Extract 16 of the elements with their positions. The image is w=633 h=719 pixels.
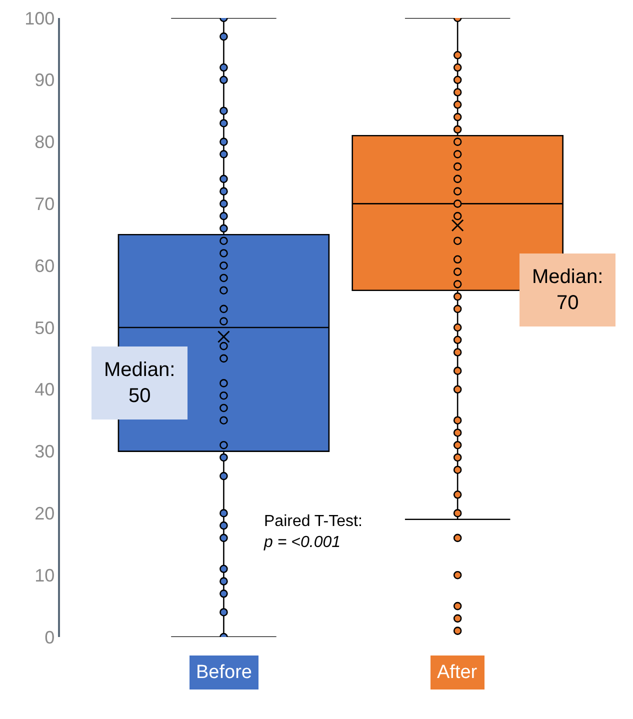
annotation: Median: 50 xyxy=(104,359,176,407)
x-tick-label: Before xyxy=(196,662,252,683)
y-tick-label: 80 xyxy=(34,132,55,152)
annotation: Median: 70 xyxy=(532,266,604,314)
y-tick-label: 60 xyxy=(34,256,55,276)
y-tick-label: 90 xyxy=(34,70,55,90)
y-tick-label: 100 xyxy=(24,8,55,28)
y-tick-label: 10 xyxy=(34,565,55,586)
y-tick-label: 70 xyxy=(34,194,55,214)
y-tick-label: 20 xyxy=(34,504,55,524)
x-tick-label: After xyxy=(437,662,478,683)
y-tick-label: 0 xyxy=(44,627,55,648)
y-tick-label: 50 xyxy=(34,318,55,338)
y-tick-label: 40 xyxy=(34,380,55,400)
annotation: Paired T-Test: p = <0.001 xyxy=(263,513,362,551)
y-tick-label: 30 xyxy=(34,442,55,462)
